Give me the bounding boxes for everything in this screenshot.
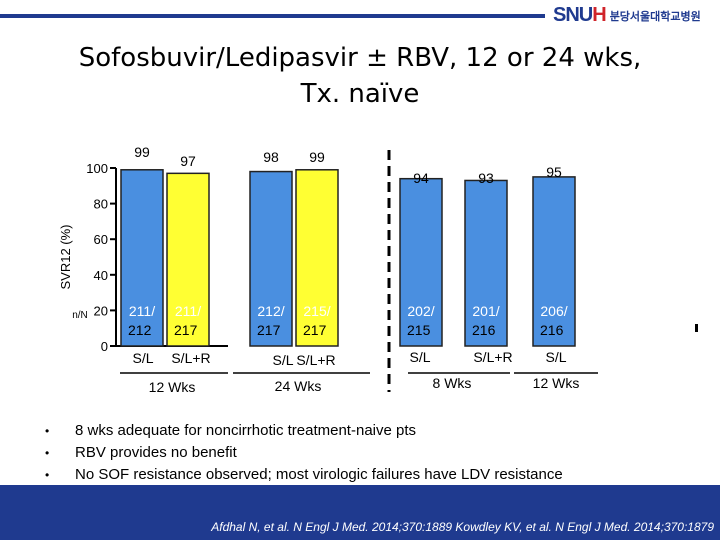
bullet-item: • No SOF resistance observed; most virolo…: [45, 464, 563, 486]
bullet-item: • RBV provides no benefit: [45, 442, 563, 464]
y-tick-label: 0: [101, 339, 108, 354]
group-label: 8 Wks: [433, 375, 472, 391]
bar-n-label-bottom: 215: [407, 322, 431, 338]
bullet-text: 8 wks adequate for noncirrhotic treatmen…: [75, 422, 417, 439]
n-over-n-label: n/N: [72, 310, 88, 321]
bar-n-label-bottom: 217: [303, 322, 327, 338]
bullet-item: • 8 wks adequate for noncirrhotic treatme…: [45, 420, 563, 442]
bar: [295, 169, 339, 347]
hospital-logo: SNUH 분당서울대학교병원: [553, 4, 701, 27]
bar-value-label: 99: [134, 144, 150, 160]
bar: [120, 169, 164, 347]
bar-n-label-top: 211/: [129, 303, 155, 319]
y-tick-label: 100: [86, 161, 108, 176]
y-tick-label: 20: [94, 303, 108, 318]
group-label: 24 Wks: [275, 378, 322, 394]
bar-n-label-bottom: 216: [472, 322, 496, 338]
bar-n-label-top: 206/: [540, 303, 567, 319]
footer-band: Afdhal N, et al. N Engl J Med. 2014;370:…: [0, 485, 720, 540]
y-tick-label: 60: [94, 232, 108, 247]
bar-n-label-top: 201/: [472, 303, 499, 319]
bar-value-label: 95: [546, 164, 562, 180]
bar: [464, 179, 508, 347]
bullet-text: RBV provides no benefit: [75, 444, 237, 461]
bar: [399, 177, 443, 347]
bullet-text: No SOF resistance observed; most virolog…: [75, 466, 563, 483]
bar-value-label: 98: [263, 149, 279, 165]
bar: [249, 170, 293, 347]
slide-title: Sofosbuvir/Ledipasvir ± RBV, 12 or 24 wk…: [0, 40, 720, 112]
bullet-dot: •: [45, 424, 50, 438]
bar-regimen-label: S/L+R: [171, 350, 210, 366]
bar-value-label: 97: [180, 153, 196, 169]
y-axis-title: SVR12 (%): [58, 224, 73, 289]
bar-regimen-label: S/L+R: [473, 349, 512, 365]
group-label: 12 Wks: [533, 375, 580, 391]
bar-n-label-bottom: 217: [174, 322, 198, 338]
title-line-1: Sofosbuvir/Ledipasvir ± RBV, 12 or 24 wk…: [78, 43, 642, 73]
bar-regimen-label: S/L: [132, 350, 153, 366]
bar-regimen-label: S/L: [272, 352, 293, 368]
bar-n-label-top: 202/: [407, 303, 434, 319]
bar-n-label-top: 212/: [257, 303, 284, 319]
bar: [166, 172, 210, 347]
bar-regimen-label: S/L: [409, 349, 430, 365]
header-rule: [0, 14, 545, 18]
bar-value-label: 99: [309, 149, 325, 165]
logo-text: 분당서울대학교병원: [609, 9, 701, 23]
bar-n-label-bottom: 216: [540, 322, 564, 338]
key-findings-list: • 8 wks adequate for noncirrhotic treatme…: [45, 420, 563, 486]
bar-n-label-bottom: 212: [128, 322, 152, 338]
y-tick-label: 80: [94, 197, 108, 212]
title-line-2: Tx. naïve: [300, 79, 420, 109]
group-label: 12 Wks: [149, 379, 196, 395]
bar-regimen-label: S/L: [545, 349, 566, 365]
slide-marker: [695, 324, 698, 332]
bullet-dot: •: [45, 446, 50, 460]
bullet-dot: •: [45, 468, 50, 482]
svr12-bar-chart: 0 20 40 60 80 100 SVR12 (%) n/N 99 211/212 S/L 97 21…: [58, 144, 698, 395]
bar-n-label-top: 215/: [303, 303, 330, 319]
citation: Afdhal N, et al. N Engl J Med. 2014;370:…: [211, 520, 714, 534]
logo-mark: SNUH: [553, 4, 607, 26]
bar-regimen-label: S/L+R: [296, 352, 335, 368]
bar: [532, 176, 576, 347]
bar-n-label-top: 211/: [175, 303, 201, 319]
bar-value-label: 94: [413, 170, 429, 186]
bar-value-label: 93: [478, 170, 494, 186]
y-tick-label: 40: [94, 268, 108, 283]
bar-n-label-bottom: 217: [257, 322, 281, 338]
